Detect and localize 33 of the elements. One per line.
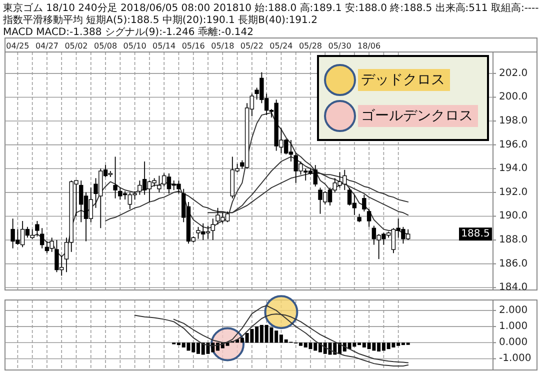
x-tick-label: 05/24 xyxy=(270,42,293,50)
x-tick-label: 05/18 xyxy=(211,42,234,50)
y-tick-label: 184.0 xyxy=(499,282,528,294)
y-tick-label: 200.0 xyxy=(499,92,528,103)
x-tick-label: 04/25 xyxy=(6,42,30,50)
text: 188.5 xyxy=(461,228,490,240)
y-tick-label: 194.0 xyxy=(499,163,528,174)
chart-title: 東京ゴム 18/10 240分足 2018/06/05 08:00 201810 始:188.0 高:189.1 安:188.0 終:188.5 出来高:511 取組高:---- xyxy=(3,2,540,14)
legend-label: デッドクロス xyxy=(361,72,445,88)
y-tick-label: 190.0 xyxy=(499,210,528,222)
y-tick-label: 0.000 xyxy=(499,337,528,348)
y-tick-label: 192.0 xyxy=(499,186,528,198)
x-tick-label: 05/22 xyxy=(240,42,264,50)
y-tick-label: 198.0 xyxy=(499,116,528,127)
x-tick-label: 05/14 xyxy=(152,42,176,50)
legend-label: ゴールデンクロス xyxy=(361,108,473,124)
x-tick-label: 04/27 xyxy=(35,42,58,50)
x-tick-label: 05/30 xyxy=(328,42,352,50)
x-tick-label: 05/16 xyxy=(182,42,205,50)
x-tick-label: 05/08 xyxy=(94,42,118,50)
y-tick-label: 2.000 xyxy=(499,304,528,316)
x-tick-label: 05/10 xyxy=(123,42,146,50)
chart-subtitle: 指数平滑移動平均 短期A(5):188.5 中期(20):190.1 長期B(40):191.2 xyxy=(2,14,318,26)
y-tick-label: 1.000 xyxy=(499,321,528,332)
y-tick-label: 188.0 xyxy=(499,234,528,246)
text: MACD MACD:-1.388 シグナル(9):-1.246 乖離:-0.142 xyxy=(3,26,254,38)
x-tick-label: 05/02 xyxy=(64,42,88,50)
y-tick-label: 186.0 xyxy=(499,258,528,270)
x-tick-label: 18/06 xyxy=(358,42,381,50)
x-tick-label: 05/28 xyxy=(298,42,322,50)
y-tick-label: -1.000 xyxy=(499,353,532,364)
y-tick-label: 202.0 xyxy=(499,68,528,79)
y-tick-label: 196.0 xyxy=(499,139,528,150)
